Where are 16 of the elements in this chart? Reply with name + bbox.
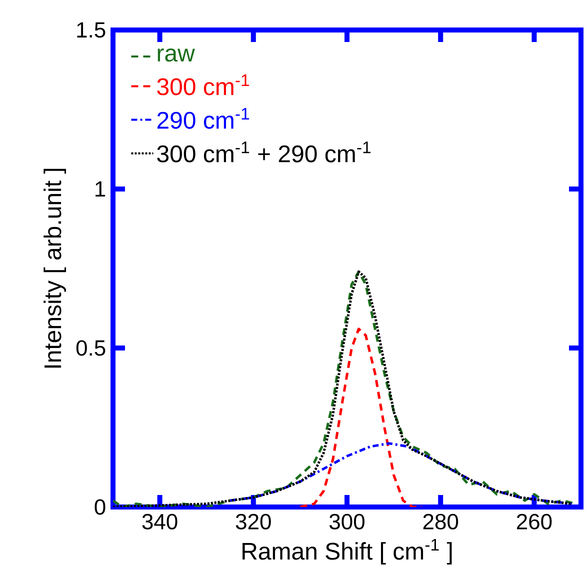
legend-label: raw	[158, 48, 195, 62]
x-axis-title: Raman Shift [ cm$^{-1}$ ]	[242, 538, 452, 565]
x-tick-label: 260	[516, 514, 552, 530]
x-tick-label: 300	[329, 514, 364, 530]
y-tick-label: 0	[94, 499, 106, 515]
y-tick-label: 1	[96, 181, 106, 197]
legend-label: 300 cm$^{-1}$ + 290 cm$^{-1}$	[157, 142, 371, 162]
x-tick-label: 280	[423, 514, 458, 530]
y-tick-label: 1.5	[77, 22, 106, 38]
line-series	[298, 328, 424, 507]
x-tick-label: 320	[236, 514, 271, 530]
y-axis-title: Intensity [ arb.unit ]	[44, 168, 66, 368]
x-tick-label: 340	[142, 514, 178, 530]
legend-label: 300 cm$^{-1}$	[157, 74, 250, 96]
legend-label: 290 cm$^{-1}$	[157, 108, 250, 129]
y-tick-label: 0.5	[76, 340, 106, 356]
